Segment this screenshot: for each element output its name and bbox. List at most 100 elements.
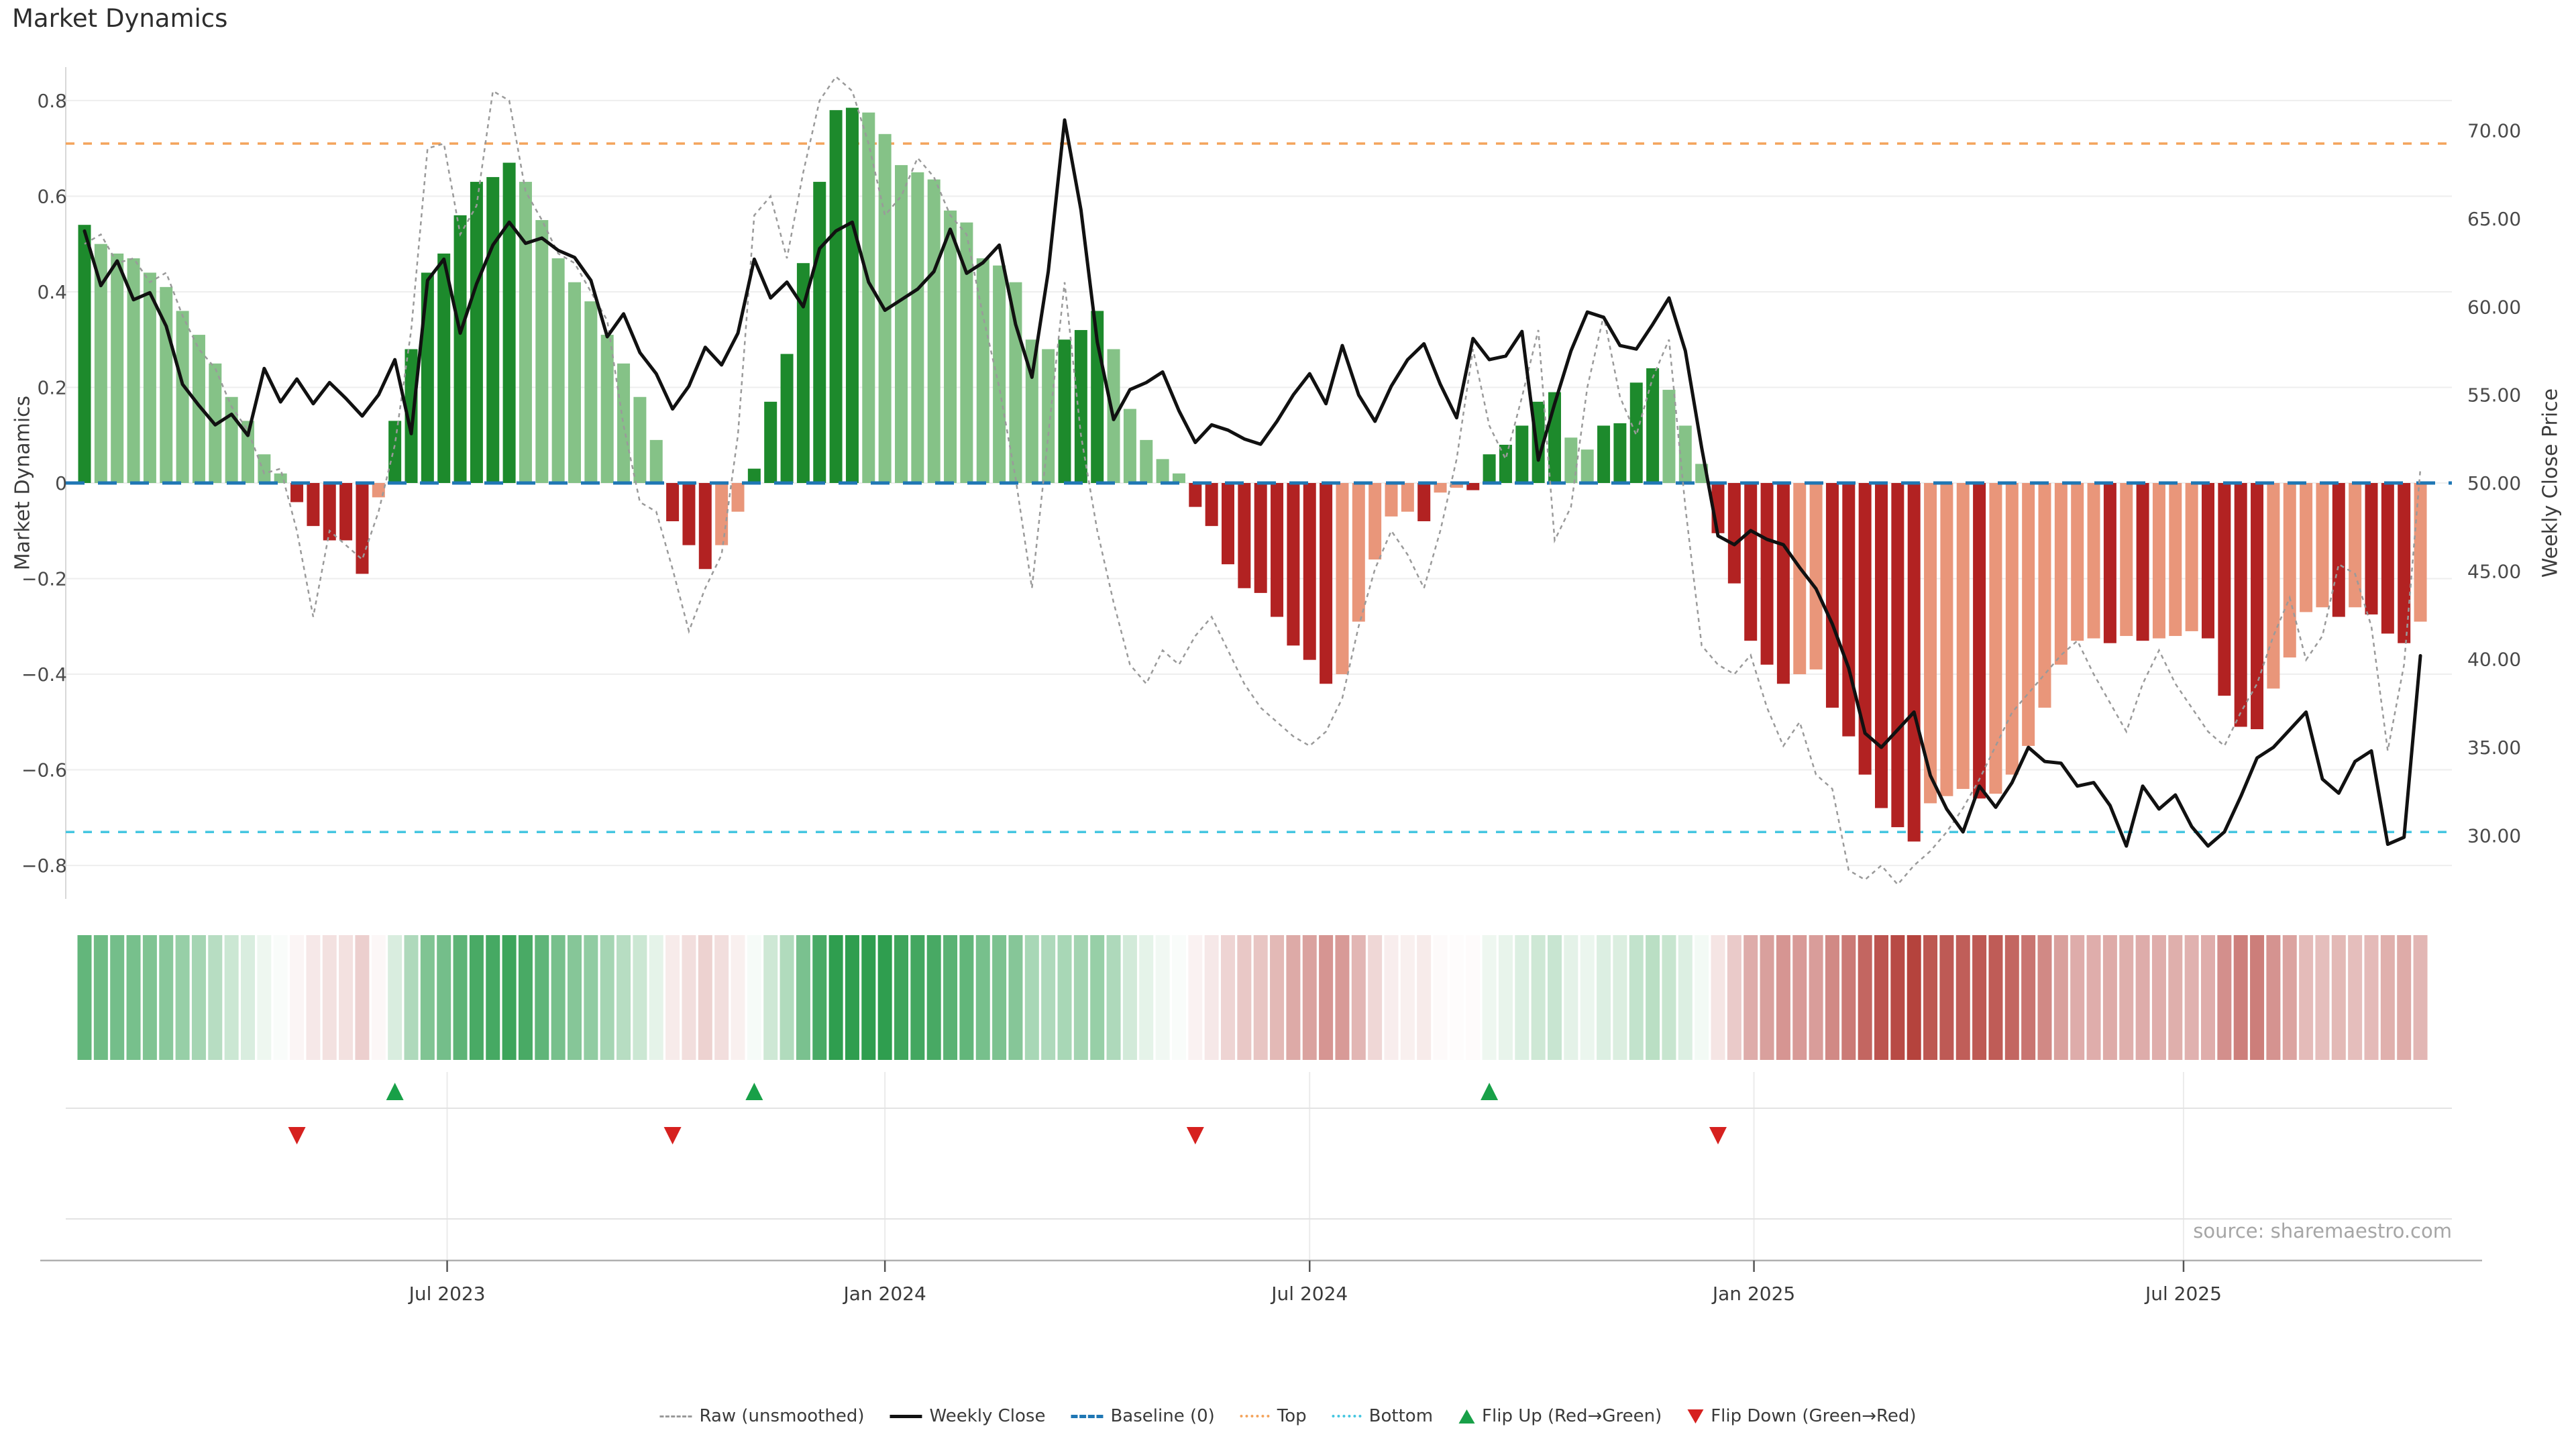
dynamics-bar bbox=[1924, 483, 1937, 804]
heatmap-strip-cell bbox=[861, 935, 876, 1060]
heatmap-strip-cell bbox=[1662, 935, 1676, 1060]
heatmap-strip-cell bbox=[1270, 935, 1285, 1060]
dynamics-bar bbox=[1956, 483, 1970, 790]
dynamics-bar bbox=[2251, 483, 2264, 729]
heatmap-strip-cell bbox=[502, 935, 517, 1060]
heatmap-strip-cell bbox=[1874, 935, 1888, 1060]
right-axis-tick-label: 35.00 bbox=[2467, 737, 2521, 759]
dynamics-bar bbox=[1940, 483, 1953, 796]
heatmap-strip-cell bbox=[1548, 935, 1562, 1060]
page-title: Market Dynamics bbox=[12, 4, 228, 33]
heatmap-strip-cell bbox=[1646, 935, 1660, 1060]
dynamics-bar bbox=[617, 363, 631, 483]
heatmap-strip-cell bbox=[1792, 935, 1807, 1060]
dynamics-bar bbox=[976, 258, 989, 483]
heatmap-strip-cell bbox=[241, 935, 255, 1060]
dynamics-bar bbox=[845, 107, 859, 483]
heatmap-strip-cell bbox=[2233, 935, 2248, 1060]
heatmap-strip-cell bbox=[828, 935, 843, 1060]
heatmap-strip-cell bbox=[926, 935, 941, 1060]
dynamics-bar bbox=[437, 253, 451, 483]
heatmap-strip-cell bbox=[1351, 935, 1366, 1060]
heatmap-strip-cell bbox=[1286, 935, 1301, 1060]
dynamics-bar bbox=[862, 112, 875, 484]
solid-line-icon bbox=[890, 1414, 922, 1418]
heatmap-strip-cell bbox=[1809, 935, 1823, 1060]
dynamics-bar bbox=[94, 244, 107, 483]
dynamics-bar bbox=[1287, 483, 1300, 646]
heatmap-strip-cell bbox=[633, 935, 647, 1060]
dynamics-bar bbox=[1646, 368, 1660, 483]
dynamics-bar bbox=[1336, 483, 1349, 675]
legend-item: Flip Down (Green→Red) bbox=[1687, 1406, 1917, 1426]
dynamics-bar bbox=[1858, 483, 1872, 775]
heatmap-strip-cell bbox=[1449, 935, 1464, 1060]
heatmap-strip-cell bbox=[780, 935, 794, 1060]
heatmap-strip-cell bbox=[2102, 935, 2117, 1060]
right-axis-tick-label: 65.00 bbox=[2467, 208, 2521, 230]
left-axis-tick-label: −0.6 bbox=[21, 759, 67, 782]
dynamics-bar bbox=[1629, 382, 1643, 483]
heatmap-strip-cell bbox=[290, 935, 305, 1060]
heatmap-strip-cell bbox=[1613, 935, 1627, 1060]
heatmap-strip-cell bbox=[1139, 935, 1154, 1060]
heatmap-strip-cell bbox=[1695, 935, 1709, 1060]
dynamics-bar bbox=[2103, 483, 2116, 643]
heatmap-strip-cell bbox=[437, 935, 451, 1060]
dynamics-bar bbox=[1466, 483, 1480, 490]
legend-item: Baseline (0) bbox=[1071, 1406, 1215, 1426]
raw-line-layer bbox=[84, 75, 2422, 886]
heatmap-strip-cell bbox=[355, 935, 370, 1060]
dynamics-bar bbox=[192, 335, 205, 483]
heatmap-strip-cell bbox=[2151, 935, 2166, 1060]
heatmap-strip-cell bbox=[388, 935, 402, 1060]
left-axis-tick-label: 0 bbox=[55, 472, 67, 494]
heatmap-strip-cell bbox=[1858, 935, 1872, 1060]
dynamics-bar bbox=[829, 110, 843, 483]
heatmap-strip-cell bbox=[600, 935, 614, 1060]
dynamics-bar bbox=[1515, 425, 1529, 483]
dynamics-bar bbox=[2005, 483, 2019, 775]
heatmap-strip-cell bbox=[126, 935, 141, 1060]
dynamics-bar bbox=[519, 182, 532, 483]
dynamics-bar bbox=[682, 483, 696, 545]
heatmap-strip-cell bbox=[2184, 935, 2199, 1060]
signal-panel-layer bbox=[66, 1072, 2452, 1260]
heatmap-strip-cell bbox=[1711, 935, 1725, 1060]
heatmap-strip-layer bbox=[77, 935, 2428, 1060]
heatmap-strip-cell bbox=[1319, 935, 1334, 1060]
heatmap-strip-cell bbox=[877, 935, 892, 1060]
dynamics-bar bbox=[2414, 483, 2427, 622]
reference-lines-layer bbox=[66, 142, 2452, 833]
heatmap-strip-cell bbox=[975, 935, 990, 1060]
dynamics-bar bbox=[421, 272, 434, 483]
source-note: source: sharemaestro.com bbox=[2193, 1220, 2452, 1242]
flip-up-marker bbox=[745, 1083, 763, 1100]
dynamics-bar bbox=[2300, 483, 2313, 612]
dynamics-bar bbox=[731, 483, 745, 512]
heatmap-strip-cell bbox=[568, 935, 582, 1060]
dynamics-bar bbox=[339, 483, 353, 541]
heatmap-strip-cell bbox=[469, 935, 484, 1060]
axis-labels-layer: 0.8 0.6 0.4 0.2 0 −0.2 −0.4 −0.6 −0.8 70.00 65.00 6… bbox=[21, 90, 2521, 877]
heatmap-strip-cell bbox=[1955, 935, 1970, 1060]
heatmap-strip-cell bbox=[2380, 935, 2395, 1060]
heatmap-strip-cell bbox=[1024, 935, 1039, 1060]
heatmap-strip-cell bbox=[1727, 935, 1741, 1060]
dynamics-bar bbox=[1058, 339, 1071, 483]
dynamics-bar bbox=[241, 421, 254, 483]
dynamics-bar bbox=[2054, 483, 2068, 665]
dynamics-bar bbox=[2136, 483, 2149, 641]
dynamics-bar bbox=[649, 439, 663, 483]
dynamics-bar bbox=[568, 282, 581, 483]
heatmap-strip-cell bbox=[1008, 935, 1023, 1060]
dynamics-bar bbox=[2087, 483, 2100, 639]
right-axis-tick-label: 60.00 bbox=[2467, 296, 2521, 318]
dynamics-bar bbox=[1842, 483, 1856, 737]
dynamics-bar bbox=[1776, 483, 1790, 684]
dynamics-bar bbox=[405, 349, 418, 483]
dynamics-bar bbox=[2398, 483, 2411, 643]
heatmap-strip-cell bbox=[1678, 935, 1693, 1060]
heatmap-strip-cell bbox=[2119, 935, 2134, 1060]
heatmap-strip-cell bbox=[894, 935, 908, 1060]
